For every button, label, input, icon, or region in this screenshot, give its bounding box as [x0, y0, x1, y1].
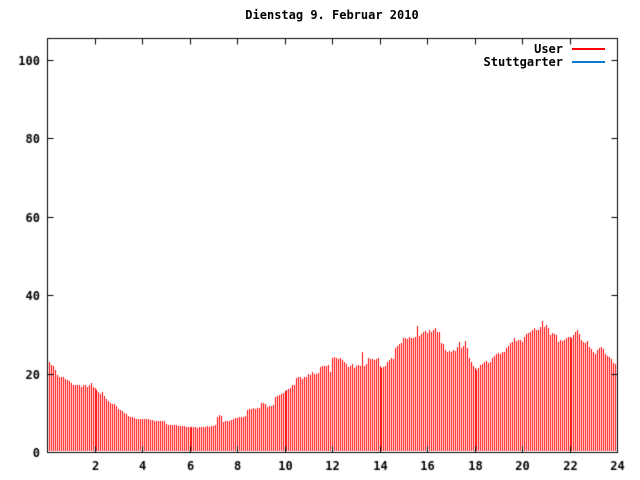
legend-line-user [572, 47, 605, 50]
legend-item-stuttgarter: Stuttgarter [483, 54, 605, 69]
legend-label-user: User [534, 41, 563, 56]
legend-item-user: User [484, 41, 605, 56]
legend: User Stuttgarter [483, 41, 605, 69]
legend-line-stuttgarter [572, 60, 605, 63]
legend-label-stuttgarter: Stuttgarter [483, 54, 563, 69]
chart-title: Dienstag 9. Februar 2010 [245, 8, 419, 22]
